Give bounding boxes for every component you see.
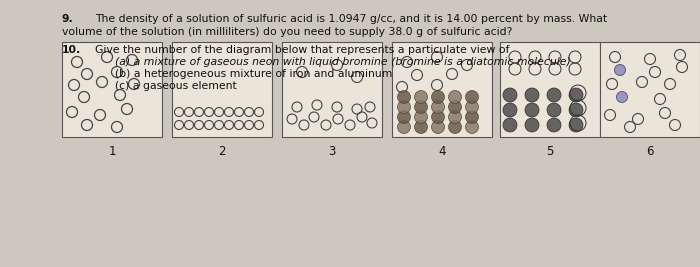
Circle shape [569, 103, 583, 117]
Circle shape [503, 103, 517, 117]
Circle shape [449, 111, 461, 124]
Circle shape [547, 88, 561, 102]
Circle shape [617, 92, 627, 103]
Circle shape [569, 118, 583, 132]
Circle shape [398, 100, 410, 113]
Text: (a) a mixture of gaseous neon with liquid bromine (bromine is a diatomic molecul: (a) a mixture of gaseous neon with liqui… [115, 57, 570, 67]
Circle shape [431, 91, 444, 104]
Text: 10.: 10. [62, 45, 81, 55]
Text: 9.: 9. [62, 14, 74, 24]
Bar [62, 42, 162, 137]
Circle shape [449, 120, 461, 134]
Circle shape [525, 103, 539, 117]
Text: 5: 5 [546, 145, 554, 158]
Text: (b) a heterogeneous mixture of iron and aluminum: (b) a heterogeneous mixture of iron and … [115, 69, 393, 79]
Text: 4: 4 [438, 145, 446, 158]
Circle shape [466, 111, 479, 124]
Circle shape [414, 100, 428, 113]
Circle shape [466, 120, 479, 134]
Text: The density of a solution of sulfuric acid is 1.0947 g/cc, and it is 14.00 perce: The density of a solution of sulfuric ac… [95, 14, 607, 24]
Circle shape [431, 100, 444, 113]
Text: (c) a gaseous element: (c) a gaseous element [115, 81, 237, 91]
Circle shape [466, 91, 479, 104]
Circle shape [431, 120, 444, 134]
Text: 3: 3 [328, 145, 336, 158]
Circle shape [547, 103, 561, 117]
Circle shape [414, 111, 428, 124]
Text: Give the number of the diagram below that represents a particulate view of: Give the number of the diagram below tha… [95, 45, 510, 55]
Circle shape [449, 100, 461, 113]
Circle shape [398, 120, 410, 134]
Circle shape [466, 100, 479, 113]
Circle shape [503, 88, 517, 102]
Bar [392, 42, 492, 137]
Bar [282, 42, 382, 137]
Bar [600, 42, 700, 137]
Circle shape [547, 118, 561, 132]
Circle shape [398, 91, 410, 104]
Circle shape [398, 111, 410, 124]
Text: volume of the solution (in milliliters) do you need to supply 38.0 g of sulfuric: volume of the solution (in milliliters) … [62, 27, 512, 37]
Circle shape [525, 88, 539, 102]
Circle shape [525, 118, 539, 132]
Text: 1: 1 [108, 145, 116, 158]
Circle shape [569, 88, 583, 102]
Circle shape [414, 91, 428, 104]
Bar [500, 42, 600, 137]
Circle shape [431, 111, 444, 124]
Circle shape [449, 91, 461, 104]
Text: 6: 6 [646, 145, 654, 158]
Bar [172, 42, 272, 137]
Circle shape [615, 65, 626, 76]
Circle shape [414, 120, 428, 134]
Circle shape [503, 118, 517, 132]
Text: 2: 2 [218, 145, 225, 158]
